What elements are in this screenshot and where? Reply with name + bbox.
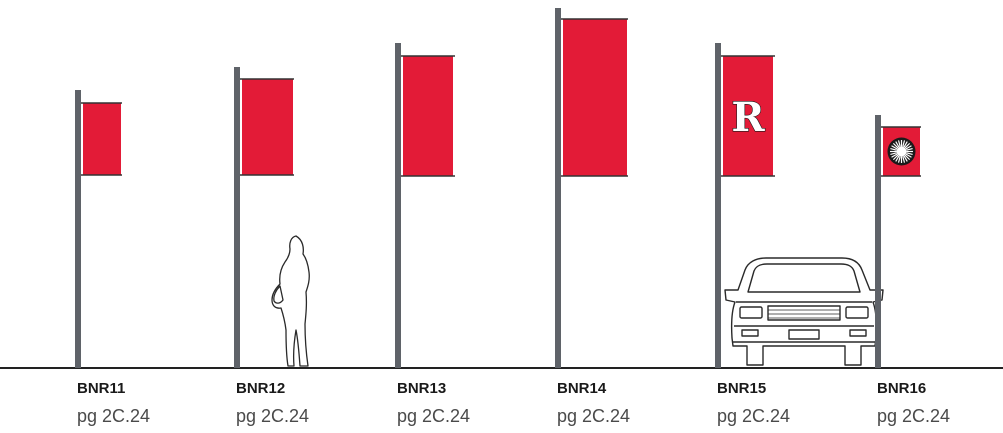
- pedestrian-silhouette-icon: [271, 235, 310, 367]
- sunburst-ray: [906, 147, 913, 151]
- sunburst-ray: [905, 153, 912, 158]
- car-front-icon: [724, 257, 884, 366]
- sunburst-ray: [906, 152, 913, 156]
- banner: [563, 19, 627, 176]
- pole: [75, 90, 81, 368]
- sunburst-ray: [891, 153, 898, 158]
- banner: [403, 56, 453, 176]
- banner-pole-bnr16: [875, 115, 921, 368]
- page-ref-bnr14: pg 2C.24: [557, 406, 631, 426]
- page-ref-bnr13: pg 2C.24: [397, 406, 471, 426]
- banner-pole-bnr13: [395, 43, 455, 368]
- banner-pole-bnr15: R: [715, 43, 775, 368]
- banner-pole-bnr14: [555, 8, 628, 368]
- banner-code-bnr15: BNR15: [717, 380, 767, 397]
- sunburst-ray: [897, 156, 901, 163]
- sunburst-ray: [892, 154, 899, 161]
- pole: [234, 67, 240, 368]
- sunburst-ray: [897, 140, 901, 147]
- sunburst-ray: [905, 145, 912, 150]
- sunburst-ray: [895, 141, 900, 148]
- sunburst-ray: [891, 145, 898, 150]
- sunburst-icon: [887, 137, 916, 166]
- banner-graphic-r: R: [731, 94, 765, 141]
- banner: [242, 79, 293, 175]
- pole: [715, 43, 721, 368]
- sunburst-ray: [892, 142, 899, 149]
- sunburst-ray: [904, 142, 911, 149]
- banner: [83, 103, 121, 175]
- page-ref-bnr12: pg 2C.24: [236, 406, 310, 426]
- sunburst-ray: [903, 141, 908, 148]
- sunburst-ray: [895, 155, 900, 162]
- banner-code-bnr16: BNR16: [877, 380, 927, 397]
- page-ref-bnr15: pg 2C.24: [717, 406, 791, 426]
- page-ref-bnr16: pg 2C.24: [877, 406, 951, 426]
- sunburst-ray: [902, 140, 906, 147]
- pole: [395, 43, 401, 368]
- banner-code-bnr13: BNR13: [397, 380, 447, 397]
- sunburst-ray: [903, 155, 908, 162]
- sunburst-ray: [904, 154, 911, 161]
- sunburst-ray: [890, 147, 897, 151]
- banner-code-bnr14: BNR14: [557, 380, 607, 397]
- banner: [723, 56, 773, 176]
- pole: [555, 8, 561, 368]
- banner-code-bnr11: BNR11: [77, 380, 126, 397]
- sunburst-ray: [890, 152, 897, 156]
- banner-pole-bnr11: [75, 90, 122, 368]
- sunburst-ray: [902, 156, 906, 163]
- page-ref-bnr11: pg 2C.24: [77, 406, 151, 426]
- banner-code-bnr12: BNR12: [236, 380, 286, 397]
- banner-pole-bnr12: [234, 67, 294, 368]
- pole: [875, 115, 881, 368]
